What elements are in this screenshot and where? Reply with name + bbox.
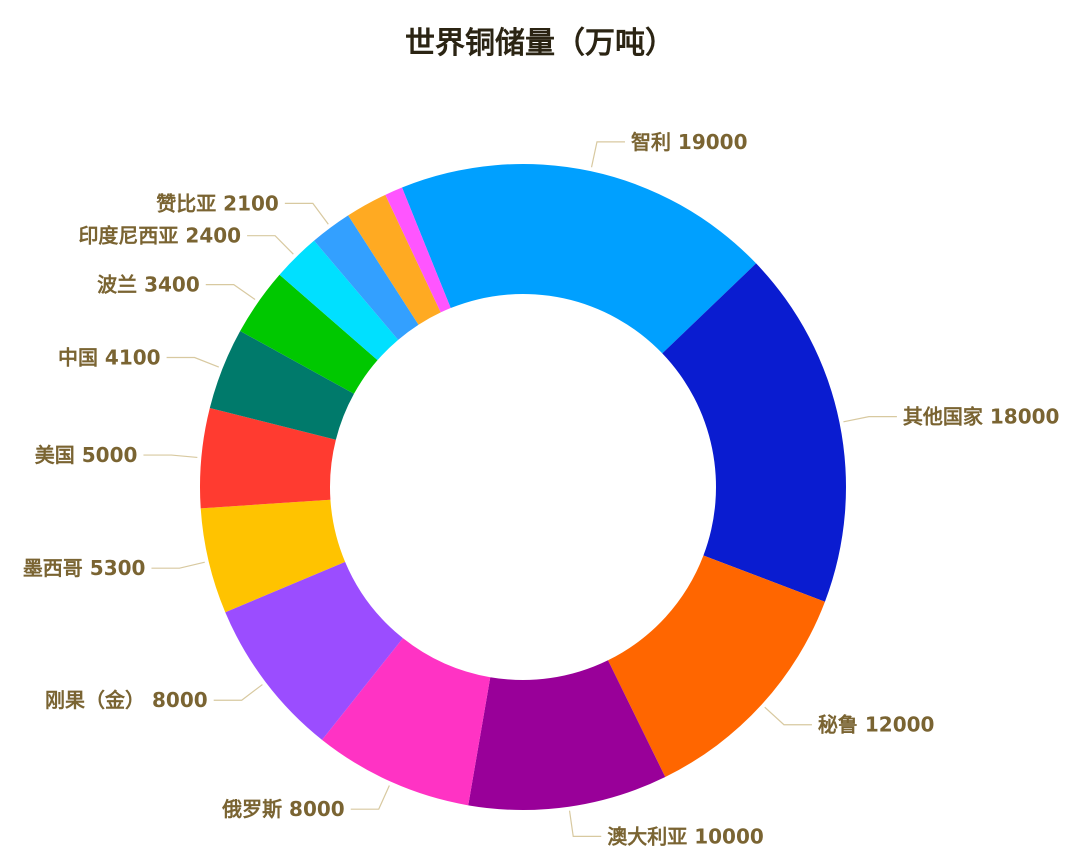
data-label-slice-7: 美国 5000 <box>35 443 138 467</box>
donut-slice-12 <box>348 194 441 325</box>
leader-line-slice-9 <box>205 284 256 301</box>
chart-title: 世界铜储量（万吨） <box>405 26 675 61</box>
leader-line-slice-11 <box>284 202 329 225</box>
data-label-slice-6: 墨西哥 5300 <box>23 556 146 580</box>
data-label-slice-5: 刚果（金） 8000 <box>45 688 208 712</box>
leader-line-slice-4 <box>350 785 390 810</box>
donut-slice-4 <box>322 638 491 806</box>
data-label-slice-8: 中国 4100 <box>58 346 161 370</box>
donut-slice-9 <box>240 274 378 394</box>
leader-line-slice-6 <box>151 561 205 569</box>
donut-slice-6 <box>200 499 346 613</box>
data-label-slice-9: 波兰 3400 <box>97 273 200 297</box>
leader-line-slice-10 <box>247 235 294 255</box>
donut-slice-5 <box>225 561 403 740</box>
donut-slice-7 <box>200 407 336 509</box>
leader-line-slice-2 <box>764 706 812 726</box>
data-label-slice-2: 秘鲁 12000 <box>818 713 935 737</box>
donut-slice-11 <box>314 215 419 340</box>
leader-line-slice-1 <box>843 416 897 423</box>
leader-line-slice-0 <box>590 141 625 168</box>
donut-slice-0 <box>402 164 757 354</box>
slice-labels: 智利 19000 其他国家 18000 秘鲁 12000 澳大利亚 10000 俄罗斯 … <box>23 130 1060 849</box>
data-label-slice-4: 俄罗斯 8000 <box>221 797 345 821</box>
data-label-slice-10: 印度尼西亚 2400 <box>78 224 241 248</box>
leader-line-slice-7 <box>143 454 198 459</box>
data-label-slice-3: 澳大利亚 10000 <box>607 824 764 848</box>
donut-slice-13 <box>385 187 451 313</box>
donut-slices <box>200 164 846 810</box>
label-leader-lines <box>143 141 897 838</box>
data-label-slice-1: 其他国家 18000 <box>903 405 1060 429</box>
donut-slice-2 <box>607 555 825 777</box>
leader-line-slice-3 <box>568 810 602 838</box>
data-label-slice-0: 智利 19000 <box>631 130 748 154</box>
leader-line-slice-8 <box>166 356 220 368</box>
donut-slice-8 <box>209 331 354 440</box>
data-label-slice-11: 赞比亚 2100 <box>155 191 279 215</box>
donut-slice-3 <box>468 660 666 810</box>
donut-slice-1 <box>662 263 846 602</box>
leader-line-slice-5 <box>213 684 263 701</box>
donut-slice-10 <box>279 240 399 361</box>
